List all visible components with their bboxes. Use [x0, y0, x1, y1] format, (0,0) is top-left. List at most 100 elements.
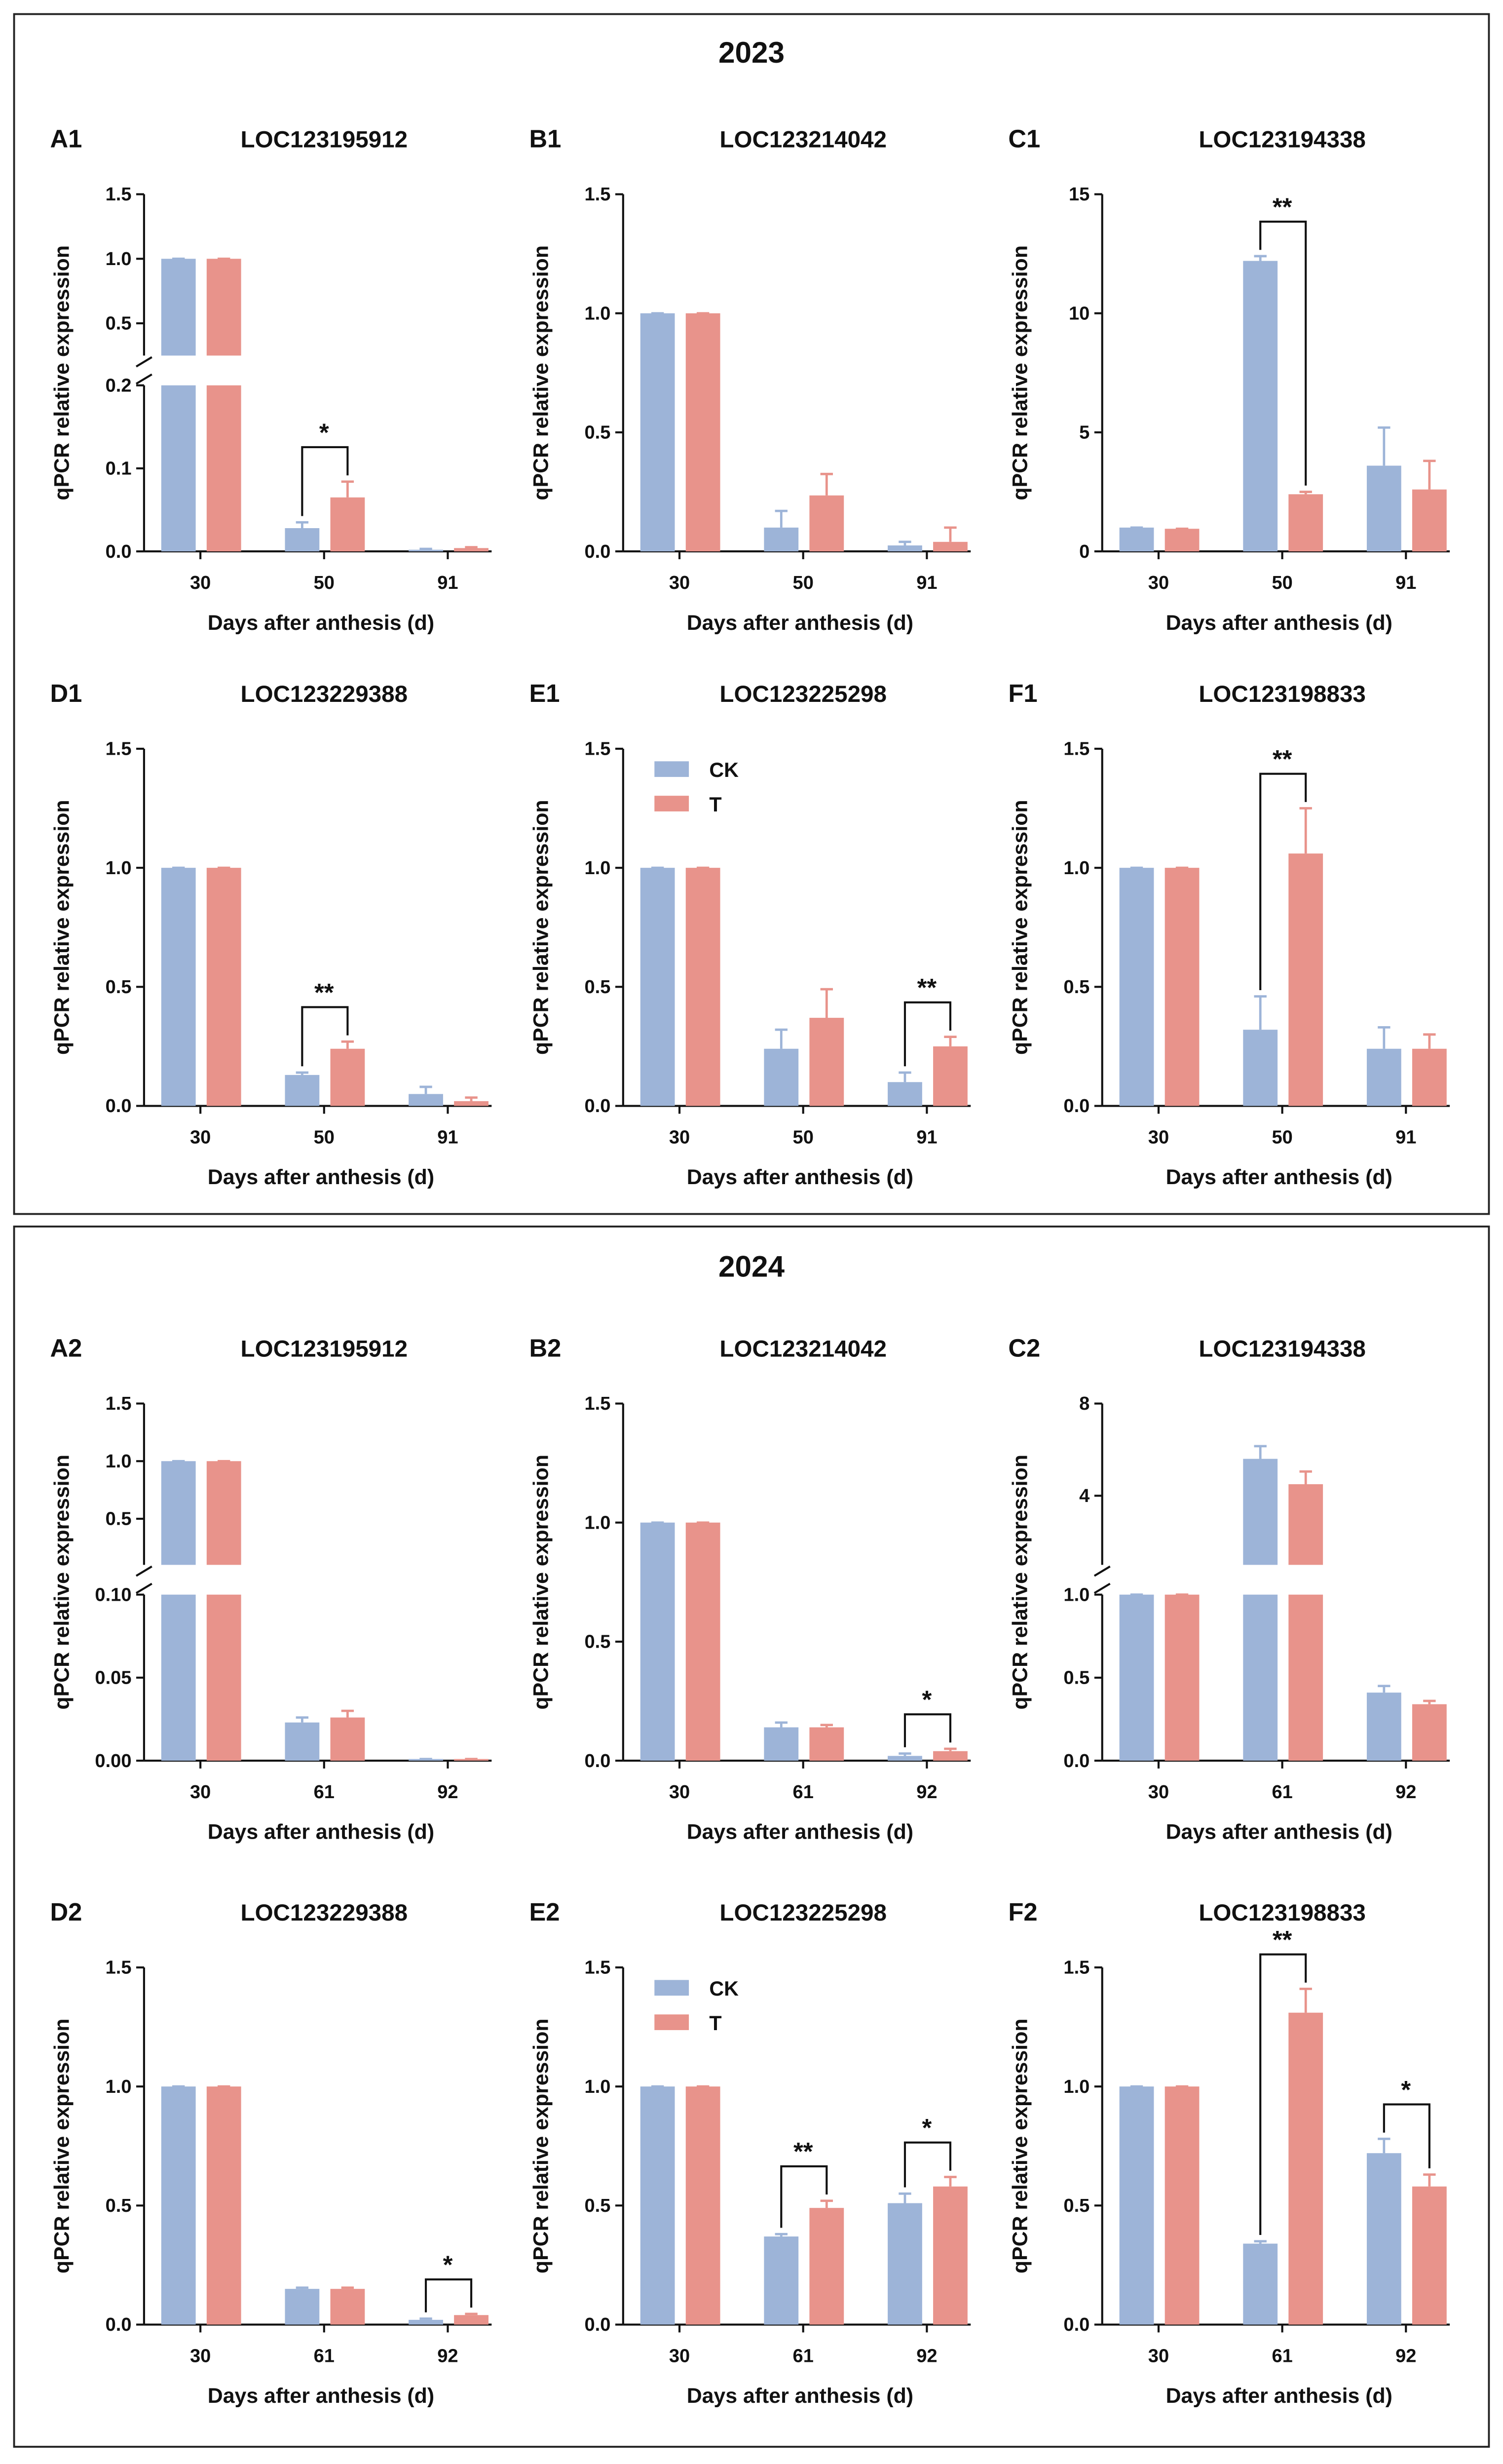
panel-label: A2 [50, 1334, 82, 1362]
error-bar [1423, 2173, 1436, 2187]
y-tick-label: 0.5 [585, 1632, 611, 1653]
y-tick-label: 0.0 [106, 1096, 132, 1116]
bar [933, 1046, 968, 1106]
bar [161, 868, 196, 1106]
bar [640, 313, 675, 552]
y-tick-label: 1.5 [585, 739, 611, 760]
error-bar [465, 546, 478, 549]
bar [161, 259, 196, 356]
bar [1288, 853, 1323, 1106]
error-bar [820, 1724, 833, 1728]
error-bar [465, 1096, 478, 1101]
bar [454, 1101, 488, 1106]
error-bar [775, 2233, 788, 2237]
bar [1119, 527, 1154, 552]
x-tick-label: 92 [916, 2346, 937, 2367]
y-axis-label: qPCR relative expression [529, 800, 553, 1055]
error-bar [899, 1752, 911, 1756]
x-axis-label: Days after anthesis (d) [208, 611, 434, 635]
panel-label: D1 [50, 679, 82, 707]
significance-label: ** [917, 973, 937, 1001]
bar [330, 497, 365, 552]
x-tick-label: 91 [916, 573, 937, 593]
error-bar [820, 2199, 833, 2208]
x-tick-label: 30 [1148, 2346, 1169, 2367]
y-axis-label: qPCR relative expression [50, 800, 74, 1055]
bar [933, 541, 968, 552]
significance-label: ** [314, 978, 334, 1006]
error-bar [1423, 460, 1436, 490]
axis-break [135, 1582, 152, 1594]
y-tick-label: 0.5 [106, 313, 132, 334]
y-tick-label: 1.0 [1063, 1584, 1090, 1605]
section-title: 2024 [718, 1249, 785, 1283]
bar [285, 528, 320, 552]
bar [888, 545, 922, 552]
y-tick-label: 1.0 [106, 2077, 132, 2097]
significance-bracket [903, 1713, 952, 1747]
error-bar [296, 1071, 309, 1075]
y-tick-label: 0 [1079, 541, 1090, 562]
bar [1119, 868, 1154, 1106]
x-tick-label: 30 [669, 1782, 690, 1803]
error-bar [1254, 1445, 1267, 1459]
bar [285, 2289, 320, 2325]
x-axis-label: Days after anthesis (d) [1166, 2384, 1392, 2408]
bar [285, 1722, 320, 1761]
legend-label: CK [709, 759, 739, 781]
error-bar [1299, 807, 1312, 854]
y-tick-label: 1.0 [1063, 858, 1090, 879]
axis-break [1093, 1582, 1111, 1594]
bar [685, 2086, 720, 2325]
x-tick-label: 30 [669, 1127, 690, 1148]
section-box [13, 13, 1490, 1215]
significance-bracket [780, 2165, 828, 2228]
y-tick-label: 0.5 [585, 423, 611, 443]
error-bar [944, 2176, 957, 2187]
significance-bracket [301, 446, 349, 516]
error-bar [419, 547, 432, 550]
bar [161, 385, 196, 552]
x-tick-label: 61 [314, 1782, 335, 1803]
y-axis-label: qPCR relative expression [50, 245, 74, 500]
axis-break [135, 373, 152, 385]
bar [764, 2236, 799, 2325]
y-tick-label: 1.5 [106, 184, 132, 205]
x-tick-label: 50 [1272, 573, 1292, 593]
x-tick-label: 61 [1272, 2346, 1292, 2367]
bar [330, 1717, 365, 1761]
bar [640, 1522, 675, 1761]
bar [809, 1018, 844, 1106]
panel-title: LOC123194338 [1199, 1336, 1366, 1362]
x-axis-label: Days after anthesis (d) [687, 1820, 913, 1844]
panel-title: LOC123214042 [719, 126, 887, 153]
error-bar [775, 1721, 788, 1728]
y-tick-label: 1.5 [1063, 739, 1090, 760]
bar [640, 2086, 675, 2325]
bar [1288, 494, 1323, 552]
x-axis-label: Days after anthesis (d) [208, 2384, 434, 2408]
y-tick-label: 0.10 [95, 1584, 131, 1605]
panel-label: A1 [50, 124, 82, 153]
y-tick-label: 0.00 [95, 1751, 131, 1771]
y-tick-label: 0.0 [1063, 1096, 1090, 1116]
error-bar [1378, 2137, 1390, 2154]
bar [1119, 1594, 1154, 1761]
y-tick-label: 1.0 [585, 858, 611, 879]
section-box [13, 1225, 1490, 2448]
significance-label: * [443, 2250, 453, 2278]
y-tick-label: 0.0 [1063, 2314, 1090, 2335]
x-tick-label: 91 [1395, 573, 1416, 593]
bar [1165, 529, 1200, 552]
bar [161, 1461, 196, 1565]
y-tick-label: 0.0 [1063, 1751, 1090, 1771]
y-tick-label: 1.5 [106, 1958, 132, 1978]
bar [809, 495, 844, 552]
y-tick-label: 0.5 [106, 1509, 132, 1530]
significance-label: ** [1273, 1925, 1292, 1954]
legend-label: T [709, 793, 721, 816]
bar [1412, 1704, 1447, 1761]
bar [1243, 2243, 1278, 2325]
error-bar [1254, 995, 1267, 1030]
